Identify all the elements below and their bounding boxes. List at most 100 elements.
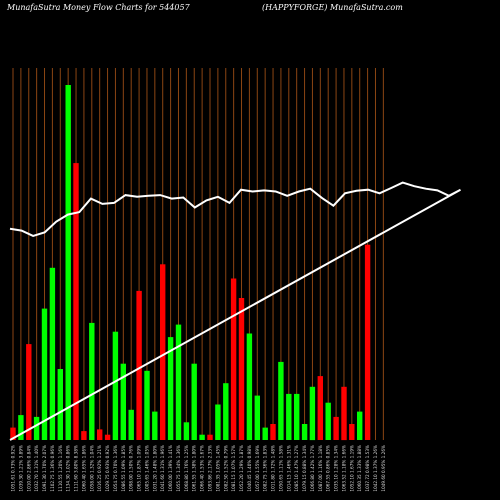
tick-label: 1111.60 3.80% 8.38% bbox=[74, 445, 79, 492]
bar bbox=[341, 386, 347, 441]
x-tick-labels: 1051.61 0.73% 0.92% 1039.30 1.21% 3.89% 10… bbox=[11, 445, 386, 492]
tick-label: 1079.15 0.88% 1.34% bbox=[302, 445, 307, 492]
bar bbox=[175, 324, 182, 440]
tick-label: 1102.75 1.36% 0.96% bbox=[50, 445, 55, 492]
tick-label: 1060.40 1.65% 1.86% bbox=[81, 445, 86, 492]
tick-label: 1037.72 0.98% 1.53% bbox=[365, 445, 370, 492]
bar bbox=[357, 411, 363, 440]
bar bbox=[294, 393, 300, 440]
tick-label: 1098.00 1.50% 0.76% bbox=[129, 445, 134, 492]
bar bbox=[223, 383, 229, 440]
bar bbox=[10, 427, 16, 440]
tick-label: 1010.00 2.86% 0.84% bbox=[26, 445, 31, 492]
bar bbox=[128, 409, 134, 440]
tick-label: 1035.10 1.28% 1.34% bbox=[334, 445, 339, 492]
chart-title: MunafaSutra Money Flow Charts for 544057 bbox=[7, 3, 190, 12]
tick-label: 1067.55 0.86% 0.85% bbox=[326, 445, 331, 492]
bar bbox=[301, 424, 308, 440]
tick-label: 1134.30 1.02% 0.86% bbox=[66, 445, 71, 492]
bar bbox=[167, 337, 174, 440]
bar bbox=[89, 322, 95, 440]
bar bbox=[317, 376, 323, 440]
tick-label: 1031.20 1.48% 1.80% bbox=[152, 445, 157, 492]
money-flow-line bbox=[9, 181, 461, 441]
bar bbox=[41, 308, 48, 440]
bar bbox=[215, 404, 221, 440]
bar bbox=[286, 393, 292, 440]
bar bbox=[57, 369, 63, 440]
bar bbox=[65, 85, 71, 440]
bar bbox=[364, 244, 371, 440]
tick-label: 1052.10 1.67% 1.19% bbox=[349, 445, 354, 492]
bar bbox=[309, 386, 316, 441]
tick-label: 1054.75 0.70% 1.36% bbox=[113, 445, 118, 492]
bars bbox=[10, 85, 371, 441]
bar bbox=[349, 424, 355, 440]
bar bbox=[238, 298, 245, 440]
bar bbox=[18, 415, 24, 440]
bar bbox=[49, 267, 56, 440]
tick-label: 1110.55 1.20% 1.16% bbox=[58, 445, 63, 492]
bar bbox=[254, 395, 260, 440]
tick-label: 1065.10 1.87% 1.09% bbox=[137, 445, 142, 492]
tick-label: 1081.35 1.05% 1.45% bbox=[215, 445, 220, 492]
tick-label: 1011.80 1.72% 1.48% bbox=[271, 445, 276, 492]
tick-label: 1052.20 1.29% 1.87% bbox=[239, 445, 244, 492]
tick-label: 1032.70 1.31% 1.40% bbox=[34, 445, 39, 492]
tick-label: 1060.35 1.33% 1.88% bbox=[357, 445, 362, 492]
tick-label: 1066.40 1.53% 1.67% bbox=[200, 445, 205, 492]
tick-label: 1066.80 1.42% 1.77% bbox=[310, 445, 315, 492]
tick-label: 1081.15 1.07% 1.57% bbox=[231, 445, 236, 492]
tick-label: 1039.30 1.21% 3.89% bbox=[18, 445, 23, 492]
tick-label: 1029.75 0.93% 0.92% bbox=[105, 445, 110, 492]
tick-label: 1058.00 1.32% 1.04% bbox=[89, 445, 94, 492]
tick-label: 1087.00 1.16% 1.18% bbox=[318, 445, 323, 492]
bar bbox=[73, 163, 79, 440]
tick-label: 1050.65 1.11% 1.58% bbox=[278, 445, 283, 492]
tick-label: 1055.75 1.34% 1.36% bbox=[176, 445, 181, 492]
bar bbox=[112, 331, 119, 440]
bar bbox=[262, 427, 268, 440]
bar bbox=[199, 434, 205, 440]
tick-label: 1051.61 0.73% 0.92% bbox=[11, 445, 16, 492]
bar bbox=[33, 416, 40, 440]
bar bbox=[278, 361, 284, 440]
bar bbox=[120, 363, 126, 440]
tick-label: 1086.55 1.09% 1.85% bbox=[121, 445, 126, 492]
tick-label: 1057.00 1.55% 1.69% bbox=[255, 445, 260, 492]
bar bbox=[325, 402, 331, 440]
tick-label: 1068.80 1.76% 1.25% bbox=[184, 445, 189, 492]
bar bbox=[81, 431, 87, 440]
bar bbox=[191, 363, 197, 440]
tick-label: 1041.60 1.31% 1.96% bbox=[160, 445, 165, 492]
tick-label: 1016.25 0.92% 1.21% bbox=[97, 445, 102, 492]
tick-label: 1042.10 1.37% 1.26% bbox=[373, 445, 378, 492]
tick-label: 1005.65 1.46% 1.05% bbox=[145, 445, 150, 492]
bar bbox=[26, 344, 32, 440]
bar bbox=[144, 370, 150, 440]
bar bbox=[160, 264, 166, 440]
tick-label: 1040.45 1.40% 0.98% bbox=[247, 445, 252, 492]
tick-label: 1014.15 1.46% 1.31% bbox=[286, 445, 291, 492]
tick-label: 1063.52 1.18% 1.66% bbox=[342, 445, 347, 492]
bar bbox=[183, 422, 190, 441]
bar bbox=[207, 434, 213, 440]
chart-subtitle: (HAPPYFORGE) MunafaSutra.com bbox=[262, 3, 403, 12]
tick-label: 1093.86 2.17% 2.33% bbox=[208, 445, 213, 492]
tick-label: 1061.55 1.38% 1.80% bbox=[192, 445, 197, 492]
tick-label: 1060.00 1.39% 1.41% bbox=[168, 445, 173, 492]
bar bbox=[246, 333, 253, 440]
tick-label: 1091.30 1.70% 2.07% bbox=[42, 445, 47, 492]
bar bbox=[230, 278, 237, 440]
bar bbox=[152, 411, 158, 440]
tick-label: 1049.60 0.95% 1.26% bbox=[381, 445, 386, 492]
tick-label: 1082.75 1.36% 1.83% bbox=[263, 445, 268, 492]
bar bbox=[104, 434, 111, 440]
bar bbox=[97, 429, 103, 440]
tick-label: 1085.10 1.47% 1.27% bbox=[294, 445, 299, 492]
bar bbox=[136, 290, 142, 440]
bar bbox=[270, 424, 276, 440]
tick-label: 1082.50 1.52% 0.79% bbox=[223, 445, 228, 492]
bar bbox=[333, 416, 339, 440]
